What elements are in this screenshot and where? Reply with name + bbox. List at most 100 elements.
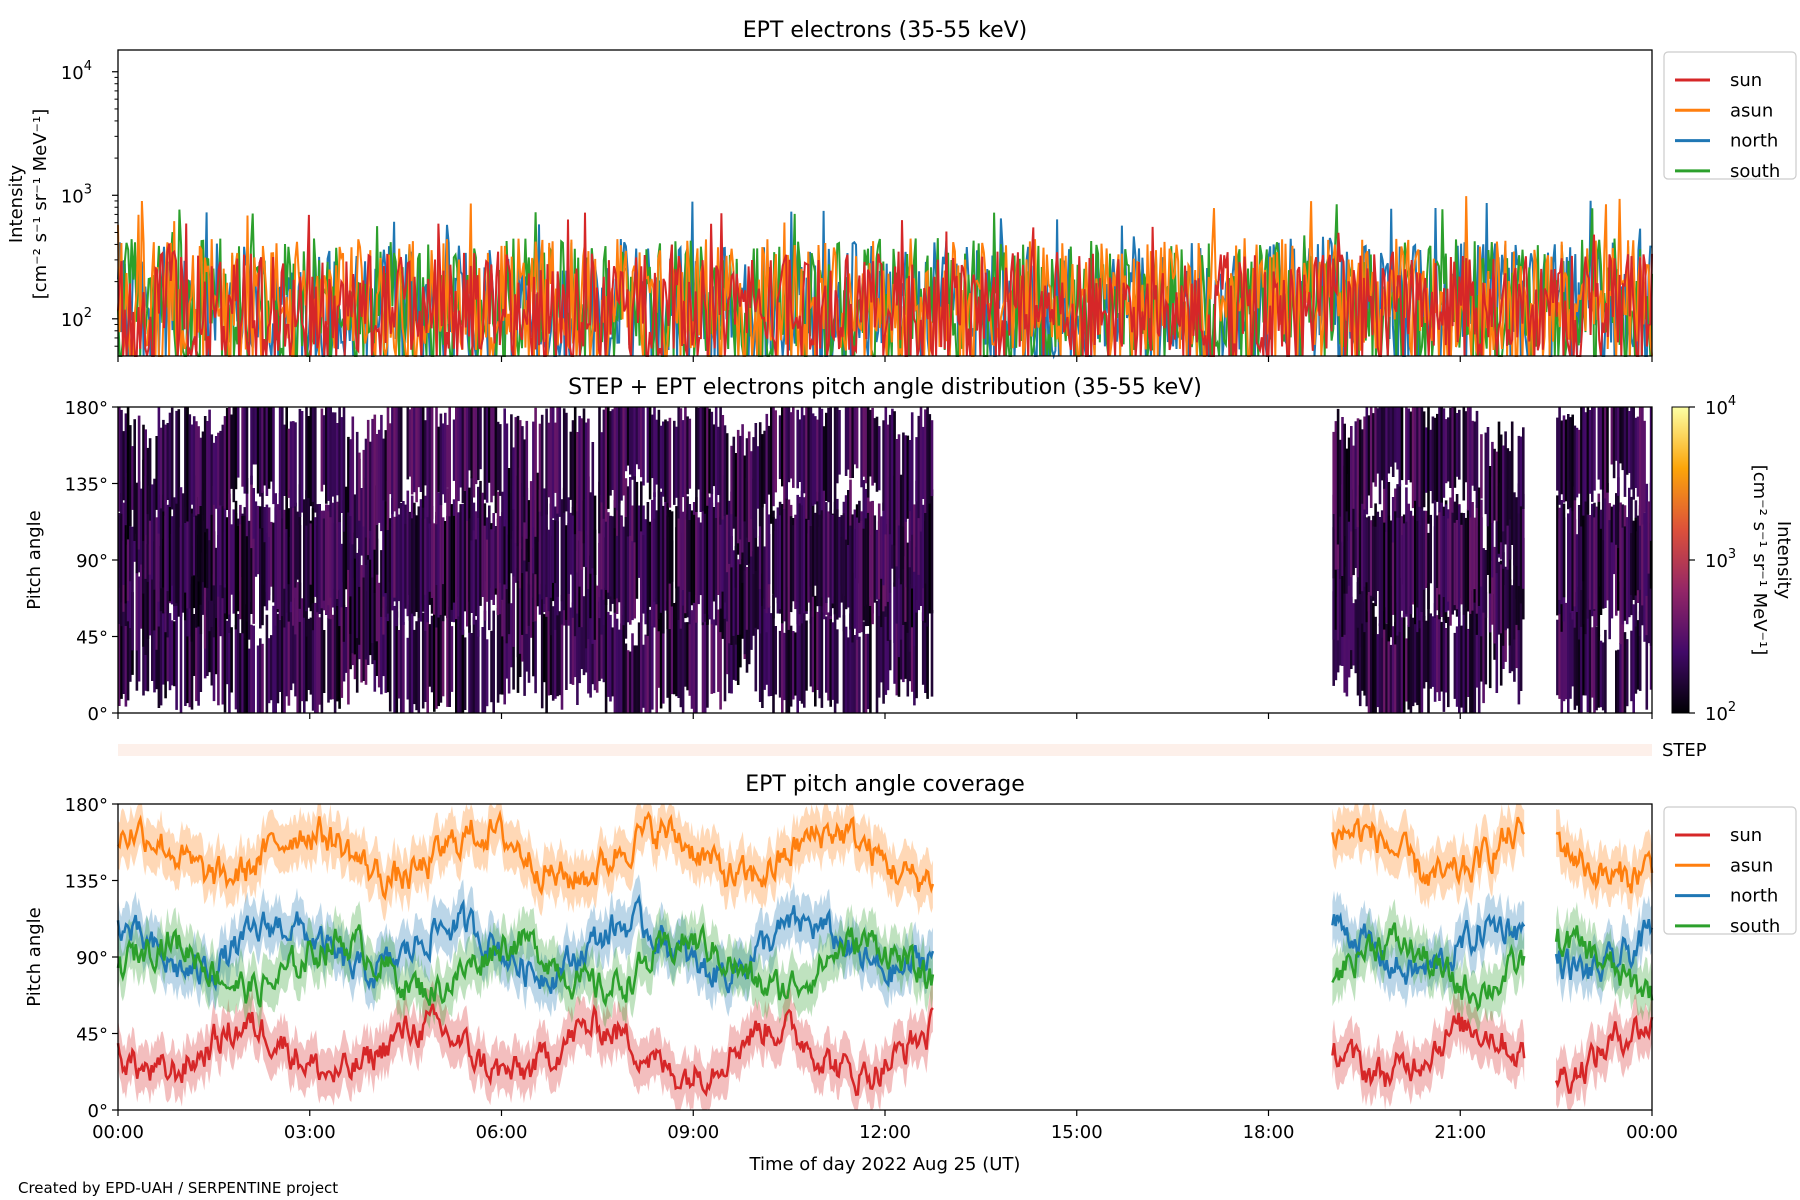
heatmap-cell: [670, 602, 674, 695]
heatmap-cell: [600, 432, 603, 503]
heatmap-cell: [347, 569, 350, 705]
heatmap-cell: [395, 493, 399, 627]
heatmap-cell: [175, 598, 178, 710]
heatmap-cell: [1429, 429, 1432, 491]
heatmap-cell: [620, 623, 623, 713]
heatmap-cell: [598, 481, 601, 598]
heatmap-cell: [153, 579, 156, 693]
heatmap-cell: [314, 517, 317, 597]
heatmap-cell: [437, 426, 440, 493]
heatmap-cell: [527, 500, 531, 562]
heatmap-cell: [1584, 488, 1588, 618]
heatmap-cell: [1347, 540, 1351, 640]
heatmap-cell: [725, 498, 729, 573]
heatmap-cell: [325, 504, 328, 614]
heatmap-cell: [928, 414, 932, 504]
heatmap-cell: [181, 493, 185, 609]
heatmap-cell: [444, 521, 447, 616]
heatmap-cell: [862, 528, 866, 621]
heatmap-cell: [430, 506, 434, 598]
heatmap-cell: [153, 478, 156, 590]
heatmap-cell: [919, 483, 923, 606]
heatmap-cell: [904, 474, 907, 588]
heatmap-cell: [1641, 407, 1644, 525]
heatmap-cell: [283, 509, 286, 589]
heatmap-cell: [159, 427, 163, 509]
heatmap-cell: [1506, 566, 1510, 629]
heatmap-cell: [864, 407, 868, 484]
heatmap-cell: [710, 623, 714, 694]
heatmap-cell: [1416, 407, 1419, 521]
heatmap-cell: [333, 412, 337, 501]
heatmap-cell: [1380, 510, 1384, 638]
heatmap-cell: [1508, 451, 1512, 520]
heatmap-cell: [463, 485, 467, 612]
heatmap-cell: [569, 512, 573, 575]
heatmap-cell: [375, 485, 379, 575]
y-tick-label: 0°: [88, 1101, 108, 1122]
panel1-title: EPT electrons (35-55 keV): [743, 18, 1028, 43]
heatmap-cell: [199, 470, 203, 605]
heatmap-cell: [655, 419, 658, 485]
heatmap-cell: [208, 600, 211, 673]
heatmap-cell: [897, 523, 901, 658]
heatmap-cell: [298, 484, 302, 609]
heatmap-cell: [838, 410, 841, 475]
heatmap-cell: [131, 446, 134, 510]
heatmap-cell: [1418, 590, 1421, 713]
heatmap-cell: [655, 510, 658, 605]
heatmap-cell: [629, 407, 632, 475]
heatmap-cell: [571, 420, 575, 516]
heatmap-cell: [386, 481, 390, 614]
heatmap-cell: [221, 489, 225, 599]
heatmap-cell: [1361, 599, 1364, 691]
heatmap-cell: [666, 481, 669, 614]
heatmap-cell: [571, 602, 575, 685]
heatmap-cell: [851, 407, 854, 478]
heatmap-cell: [822, 426, 826, 491]
heatmap-cell: [767, 606, 771, 697]
heatmap-cell: [798, 620, 802, 701]
heatmap-cell: [501, 600, 504, 695]
heatmap-cell: [186, 407, 189, 522]
heatmap-cell: [1387, 515, 1391, 642]
heatmap-cell: [584, 498, 588, 568]
heatmap-cell: [435, 515, 438, 585]
heatmap-cell: [580, 604, 584, 669]
heatmap-cell: [170, 516, 174, 586]
heatmap-cell: [382, 483, 385, 597]
heatmap-cell: [159, 494, 163, 589]
heatmap-cell: [316, 504, 319, 613]
heatmap-cell: [516, 525, 520, 658]
heatmap-cell: [371, 418, 374, 550]
heatmap-cell: [1558, 507, 1561, 600]
heatmap-cell: [1477, 584, 1481, 713]
heatmap-cell: [1453, 522, 1457, 606]
heatmap-cell: [259, 407, 262, 497]
heatmap-cell: [188, 590, 192, 708]
heatmap-cell: [1427, 583, 1430, 713]
heatmap-cell: [600, 494, 603, 590]
heatmap-cell: [1334, 592, 1338, 681]
heatmap-cell: [1632, 520, 1635, 600]
heatmap-cell: [243, 624, 247, 713]
heatmap-cell: [763, 430, 766, 504]
heatmap-cell: [750, 492, 753, 557]
heatmap-cell: [419, 499, 423, 622]
heatmap-cell: [679, 489, 683, 610]
heatmap-cell: [463, 637, 467, 710]
heatmap-cell: [151, 545, 154, 632]
heatmap-cell: [1376, 634, 1380, 708]
heatmap-cell: [1466, 628, 1470, 697]
heatmap-cell: [1634, 417, 1638, 488]
heatmap-cell: [263, 542, 266, 607]
panel1-y-ticks: 102 103 104: [61, 59, 118, 347]
heatmap-cell: [470, 407, 473, 479]
heatmap-cell: [1582, 520, 1585, 582]
heatmap-cell: [1506, 448, 1510, 526]
heatmap-cell: [681, 420, 685, 498]
heatmap-cell: [549, 610, 553, 695]
heatmap-cell: [928, 487, 932, 614]
heatmap-cell: [1486, 427, 1490, 527]
heatmap-cell: [635, 645, 639, 713]
